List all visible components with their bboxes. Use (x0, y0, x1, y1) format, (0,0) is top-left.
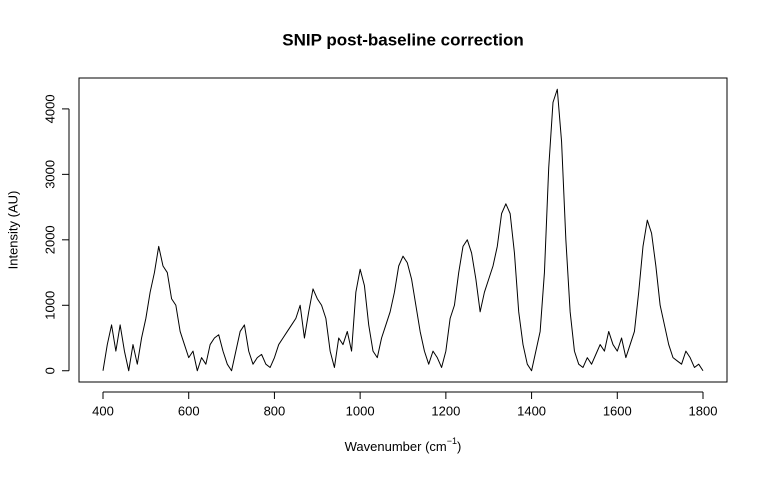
x-tick-label: 1200 (431, 403, 460, 418)
x-axis-label-superscript: −1 (447, 436, 457, 446)
x-tick-label: 800 (264, 403, 286, 418)
y-tick-label: 1000 (42, 291, 57, 320)
plot-box (78, 77, 728, 383)
chart-title: SNIP post-baseline correction (282, 30, 524, 49)
x-tick-label: 1600 (603, 403, 632, 418)
y-tick-label: 4000 (42, 94, 57, 123)
y-tick-label: 0 (42, 367, 57, 374)
x-axis-label: Wavenumber (cm−1) (345, 436, 462, 454)
x-axis-label-suffix: ) (457, 439, 461, 454)
y-tick-label: 2000 (42, 225, 57, 254)
spectrum-line (102, 88, 704, 372)
x-tick-label: 1800 (689, 403, 718, 418)
x-axis-label-text: Wavenumber (cm (345, 439, 447, 454)
y-tick-label: 3000 (42, 160, 57, 189)
x-tick-label: 600 (178, 403, 200, 418)
x-tick-label: 1000 (346, 403, 375, 418)
x-tick-label: 400 (92, 403, 114, 418)
x-tick-label: 1400 (517, 403, 546, 418)
y-axis-label: Intensity (AU) (5, 191, 20, 270)
